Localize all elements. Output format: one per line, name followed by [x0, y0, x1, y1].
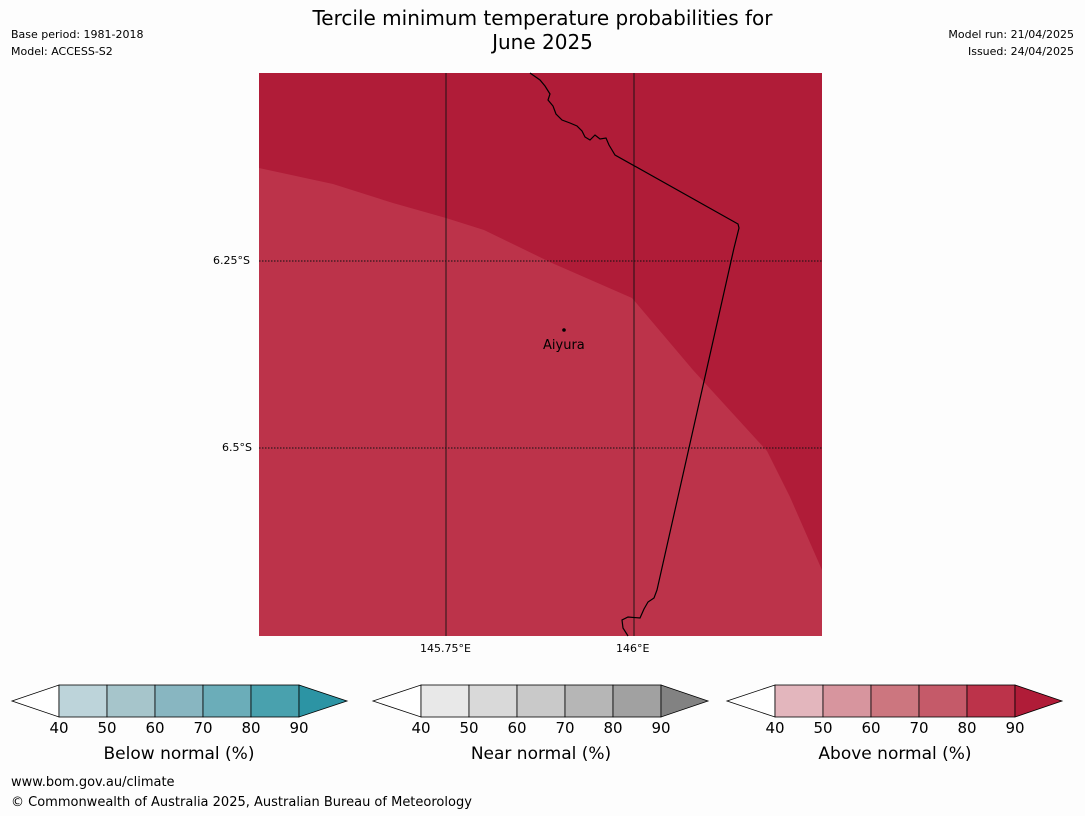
probability-region-70-80: [259, 168, 822, 636]
cb-tick: 80: [603, 719, 623, 737]
cb-above-bin: [870, 684, 920, 718]
lon-label-146: 146°E: [616, 642, 650, 655]
title-line-1: Tercile minimum temperature probabilitie…: [312, 6, 773, 30]
meta-right: Model run: 21/04/2025 Issued: 24/04/2025: [948, 26, 1074, 60]
cb-near-under-arrow: [371, 684, 422, 718]
cb-tick: 70: [909, 719, 929, 737]
cb-above-label: Above normal (%): [818, 744, 972, 764]
cb-below-bin: [154, 684, 204, 718]
cb-tick: 60: [507, 719, 527, 737]
cb-tick: 90: [651, 719, 671, 737]
cb-below-bin: [250, 684, 300, 718]
cb-tick: 40: [49, 719, 69, 737]
cb-tick: 50: [813, 719, 833, 737]
cb-above-bin: [966, 684, 1016, 718]
cb-tick: 60: [145, 719, 165, 737]
colorbar-near: [371, 684, 710, 718]
cb-near-bin: [516, 684, 566, 718]
cb-below-label: Below normal (%): [103, 744, 255, 764]
cb-tick: 70: [193, 719, 213, 737]
cb-near-bin: [612, 684, 662, 718]
model-run: Model run: 21/04/2025: [948, 28, 1074, 41]
lon-label-145-75: 145.75°E: [420, 642, 471, 655]
website-link[interactable]: www.bom.gov.au/climate: [11, 775, 175, 790]
cb-above-bin: [918, 684, 968, 718]
town-marker: [562, 328, 566, 332]
cb-below-bin: [58, 684, 108, 718]
cb-above-bin: [822, 684, 872, 718]
cb-below-under-arrow: [10, 684, 60, 718]
cb-tick: 80: [957, 719, 977, 737]
cb-above-over-arrow: [1014, 684, 1064, 718]
province-boundary: [529, 72, 740, 637]
cb-below-bin: [106, 684, 156, 718]
cb-near-bin: [468, 684, 518, 718]
cb-above-bin: [774, 684, 824, 718]
cb-tick: 80: [241, 719, 261, 737]
cb-near-bin: [420, 684, 470, 718]
lat-label-6-5: 6.5°S: [222, 441, 252, 454]
colorbar-below: [10, 684, 349, 718]
cb-tick: 50: [97, 719, 117, 737]
cb-tick: 90: [289, 719, 309, 737]
model-name: Model: ACCESS-S2: [11, 45, 113, 58]
lat-label-6-25: 6.25°S: [213, 254, 250, 267]
cb-tick: 90: [1005, 719, 1025, 737]
copyright-text: © Commonwealth of Australia 2025, Austra…: [11, 795, 472, 810]
cb-near-over-arrow: [660, 684, 710, 718]
cb-tick: 50: [459, 719, 479, 737]
cb-tick: 70: [555, 719, 575, 737]
title-line-2: June 2025: [492, 30, 593, 54]
cb-near-bin: [564, 684, 614, 718]
meta-left: Base period: 1981-2018 Model: ACCESS-S2: [11, 26, 143, 60]
town-label: Aiyura: [543, 338, 585, 353]
base-period: Base period: 1981-2018: [11, 28, 144, 41]
colorbar-above: [725, 684, 1064, 718]
map-title: Tercile minimum temperature probabilitie…: [0, 6, 1085, 54]
cb-below-bin: [202, 684, 252, 718]
cb-below-over-arrow: [298, 684, 349, 718]
cb-near-label: Near normal (%): [470, 744, 612, 764]
cb-tick: 60: [861, 719, 881, 737]
cb-tick: 40: [765, 719, 785, 737]
map-panel: [259, 72, 822, 637]
issued-date: Issued: 24/04/2025: [967, 45, 1074, 58]
cb-above-under-arrow: [725, 684, 776, 718]
cb-tick: 40: [411, 719, 431, 737]
